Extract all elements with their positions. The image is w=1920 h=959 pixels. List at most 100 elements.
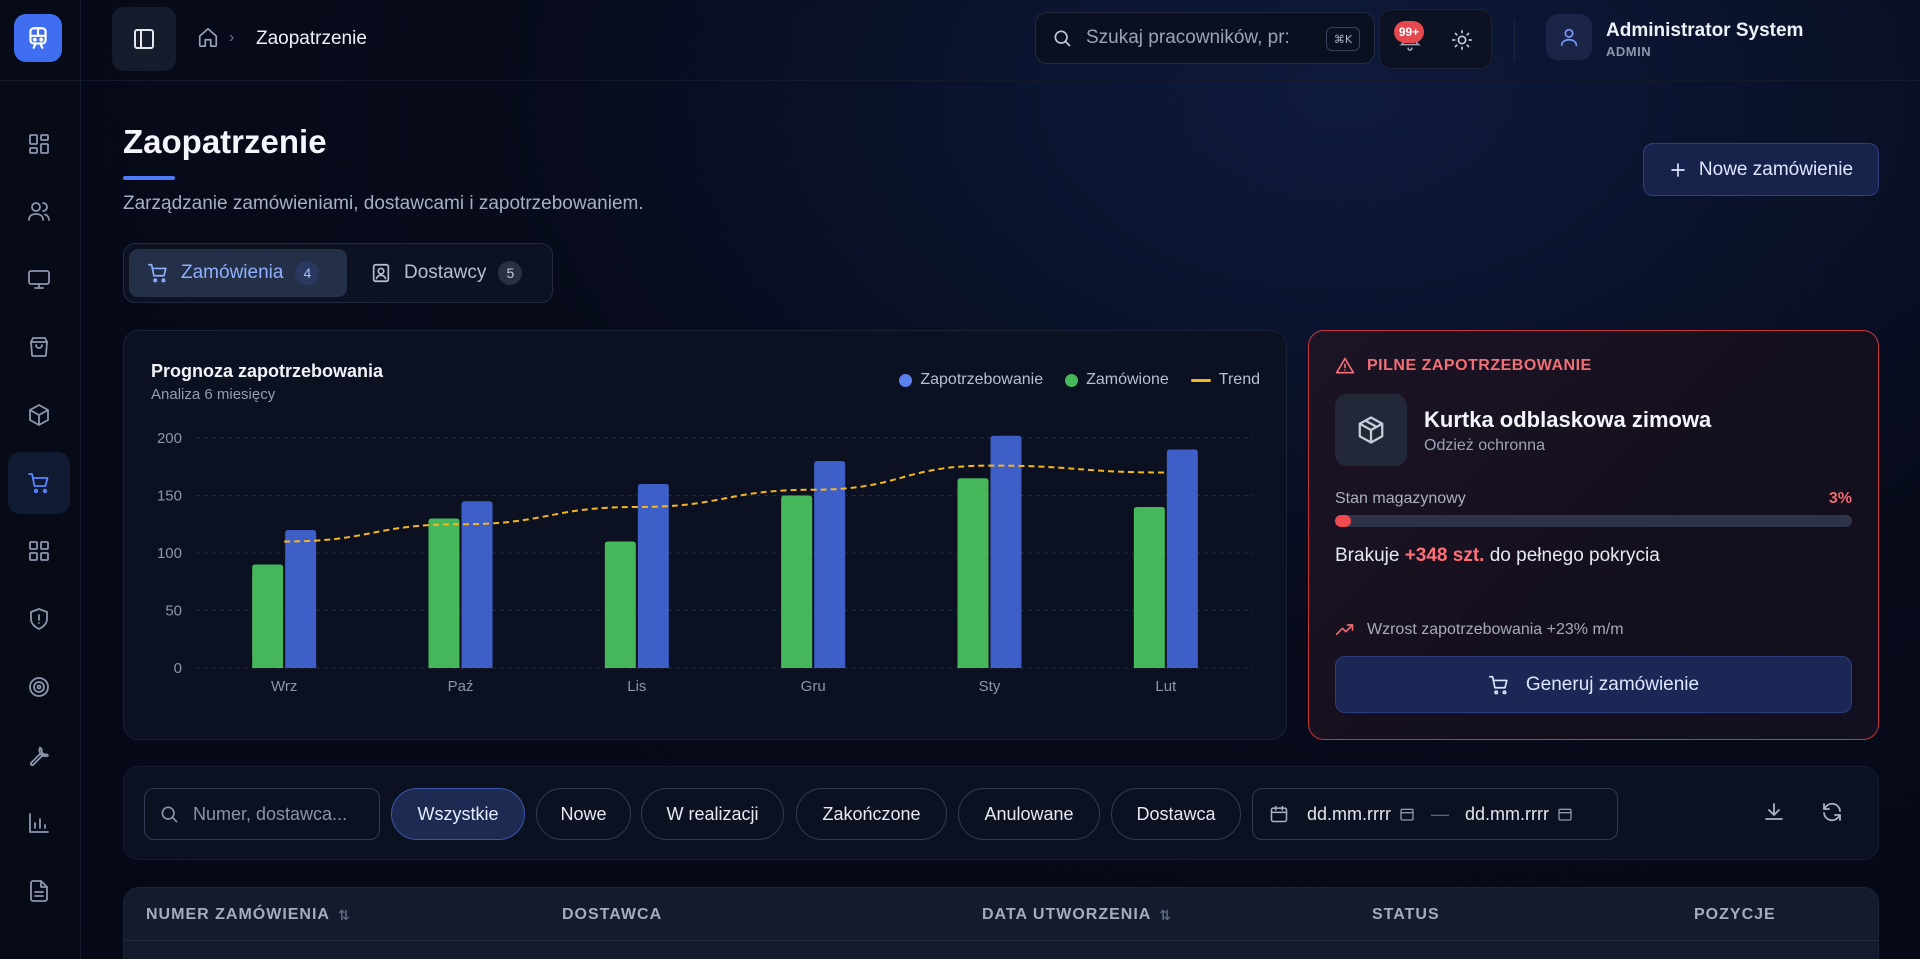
growth-info: Wzrost zapotrzebowania +23% m/m (1335, 620, 1624, 640)
users-icon (28, 202, 50, 221)
box-icon (1358, 416, 1384, 444)
sort-icon[interactable]: ⇅ (1159, 906, 1173, 923)
x-tick-label: Sty (979, 678, 1001, 695)
wrench-icon (29, 746, 49, 767)
column-header-created-date[interactable]: DATA UTWORZENIA ⇅ (982, 906, 1172, 924)
new-order-button[interactable]: Nowe zamówienie (1643, 143, 1879, 196)
date-range-picker: dd.mm.rrrr — dd.mm.rrrr (1252, 788, 1618, 840)
sidebar-divider (0, 80, 81, 81)
column-header-order-number[interactable]: NUMER ZAMÓWIENIA ⇅ (146, 906, 351, 924)
grid-icon (29, 541, 49, 561)
filter-chip-in-progress[interactable]: W realizacji (641, 788, 784, 840)
growth-text: Wzrost zapotrzebowania +23% m/m (1367, 621, 1624, 638)
stock-label: Stan magazynowy (1335, 490, 1466, 507)
table-header-divider (124, 940, 1878, 941)
refresh-icon (1823, 802, 1841, 822)
y-tick-label: 50 (165, 603, 182, 620)
breadcrumb-current: Zaopatrzenie (256, 28, 367, 49)
tab-orders[interactable]: Zamówienia 4 (129, 249, 347, 297)
column-header-label: DOSTAWCA (562, 906, 663, 923)
date-from-input[interactable]: dd.mm.rrrr (1307, 803, 1391, 824)
refresh-button[interactable] (1820, 800, 1844, 829)
user-icon (1560, 28, 1578, 47)
sidebar-item-grid[interactable] (8, 520, 70, 582)
column-header-items: POZYCJE (1694, 906, 1776, 924)
shortage-text: Brakuje +348 szt. do pełnego pokrycia (1335, 545, 1660, 567)
sidebar-item-procurement[interactable] (8, 452, 70, 514)
demand-chart: 0 50 100 150 200 Wrz Paź Lis Gru Sty Lut (157, 430, 1254, 695)
sort-icon[interactable]: ⇅ (337, 906, 351, 923)
breadcrumb-home[interactable] (197, 26, 219, 53)
user-name[interactable]: Administrator System (1606, 20, 1804, 41)
stock-progress-bar (1335, 515, 1852, 527)
sidebar-item-tools[interactable] (8, 724, 70, 786)
shortage-suffix: do pełnego pokrycia (1489, 545, 1660, 566)
legend-item[interactable]: Zapotrzebowanie (899, 371, 1043, 389)
calendar-icon[interactable] (1557, 806, 1573, 822)
bar-ordered (957, 478, 989, 668)
y-tick-label: 100 (157, 545, 182, 562)
sidebar-item-box[interactable] (8, 384, 70, 446)
bar-demand (990, 435, 1022, 668)
x-tick-label: Lis (627, 678, 646, 695)
tab-suppliers[interactable]: Dostawcy 5 (352, 249, 548, 297)
filter-chip-new[interactable]: Nowe (536, 788, 631, 840)
legend-item[interactable]: Zamówione (1065, 371, 1169, 389)
filter-bar: Numer, dostawca... Wszystkie Nowe W real… (123, 766, 1879, 860)
demand-forecast-card: Prognoza zapotrzebowania Analiza 6 miesi… (123, 330, 1287, 740)
legend-swatch (899, 373, 913, 387)
app-logo[interactable] (14, 14, 62, 62)
legend-item[interactable]: Trend (1190, 371, 1260, 389)
column-header-label: DATA UTWORZENIA (982, 906, 1152, 923)
bar-demand (814, 461, 846, 668)
chevron-right-icon: › (229, 29, 235, 46)
sidebar-item-goals[interactable] (8, 656, 70, 718)
theme-toggle-button[interactable] (1442, 20, 1482, 60)
sidebar-item-monitor[interactable] (8, 248, 70, 310)
tram-icon (29, 27, 47, 49)
shield-alert-icon (30, 608, 48, 631)
search-placeholder: Szukaj pracowników, pr: (1086, 27, 1290, 48)
sidebar-item-dashboard[interactable] (8, 113, 70, 175)
tabs: Zamówienia 4 Dostawcy 5 (123, 243, 553, 303)
sidebar-item-reports[interactable] (8, 792, 70, 854)
topbar-divider (1514, 20, 1515, 60)
sidebar-item-safety[interactable] (8, 588, 70, 650)
bar-chart-icon (29, 813, 49, 833)
document-icon (30, 880, 48, 902)
bar-ordered (1133, 507, 1165, 668)
product-name: Kurtka odblaskowa zimowa (1424, 407, 1712, 432)
order-search-input[interactable]: Numer, dostawca... (144, 788, 380, 840)
legend-swatch (1190, 378, 1211, 382)
date-to-input[interactable]: dd.mm.rrrr (1465, 803, 1549, 824)
trending-up-icon (1335, 624, 1354, 635)
warning-icon (1335, 357, 1355, 374)
sidebar-toggle-button[interactable] (112, 7, 176, 71)
bar-ordered (252, 564, 284, 668)
calendar-icon[interactable] (1399, 806, 1415, 822)
x-tick-label: Wrz (271, 678, 297, 695)
column-header-label: STATUS (1372, 906, 1440, 923)
monitor-icon (28, 270, 50, 289)
cart-icon (148, 263, 167, 283)
sidebar-item-bag[interactable] (8, 316, 70, 378)
tab-count: 4 (295, 261, 320, 285)
avatar[interactable] (1546, 14, 1592, 60)
global-search-input[interactable]: Szukaj pracowników, pr: ⌘K (1035, 12, 1375, 64)
sidebar-item-documents[interactable] (8, 860, 70, 922)
notification-badge: 99+ (1394, 21, 1424, 43)
filter-chip-supplier[interactable]: Dostawca (1111, 788, 1241, 840)
legend-label: Zamówione (1086, 371, 1169, 388)
x-tick-label: Lut (1155, 678, 1177, 695)
generate-order-button[interactable]: Generuj zamówienie (1335, 656, 1852, 713)
x-tick-label: Paź (448, 678, 474, 695)
y-tick-label: 200 (157, 430, 182, 447)
export-button[interactable] (1762, 800, 1786, 829)
filter-chip-cancelled[interactable]: Anulowane (958, 788, 1100, 840)
cart-icon (1488, 675, 1508, 694)
product-category: Odzież ochronna (1424, 437, 1545, 454)
bar-demand (1166, 449, 1198, 668)
filter-chip-all[interactable]: Wszystkie (391, 788, 525, 840)
sidebar-item-users[interactable] (8, 180, 70, 242)
filter-chip-completed[interactable]: Zakończone (796, 788, 947, 840)
